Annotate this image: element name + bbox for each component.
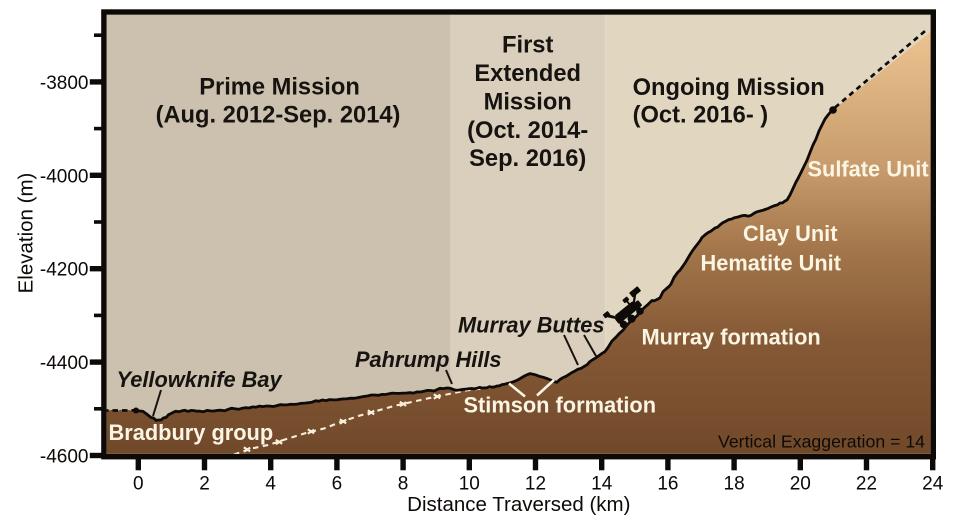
svg-text:Stimson formation: Stimson formation xyxy=(464,393,657,418)
svg-text:22: 22 xyxy=(856,473,877,494)
svg-text:Bradbury group: Bradbury group xyxy=(109,420,274,445)
svg-text:Murray Buttes: Murray Buttes xyxy=(458,313,605,338)
svg-text:Hematite Unit: Hematite Unit xyxy=(701,251,842,276)
svg-text:Sep. 2016): Sep. 2016) xyxy=(469,146,586,172)
svg-text:(Aug. 2012-Sep. 2014): (Aug. 2012-Sep. 2014) xyxy=(156,103,401,129)
svg-text:-4600: -4600 xyxy=(40,447,89,468)
svg-text:-3800: -3800 xyxy=(40,73,89,94)
svg-text:0: 0 xyxy=(133,473,144,494)
svg-text:6: 6 xyxy=(332,473,343,494)
svg-text:Vertical Exaggeration = 14: Vertical Exaggeration = 14 xyxy=(718,432,925,452)
svg-text:Prime Mission: Prime Mission xyxy=(199,75,360,101)
svg-text:Distance Traversed (km): Distance Traversed (km) xyxy=(407,493,630,516)
svg-text:Yellowknife Bay: Yellowknife Bay xyxy=(117,367,284,392)
svg-text:Mission: Mission xyxy=(484,89,572,115)
svg-text:Elevation (m): Elevation (m) xyxy=(15,173,38,294)
svg-text:-4200: -4200 xyxy=(40,260,89,281)
svg-text:Sulfate Unit: Sulfate Unit xyxy=(808,157,929,182)
svg-text:20: 20 xyxy=(790,473,811,494)
svg-text:2: 2 xyxy=(199,473,210,494)
svg-text:First: First xyxy=(502,33,553,59)
svg-text:16: 16 xyxy=(657,473,678,494)
svg-text:8: 8 xyxy=(398,473,409,494)
svg-text:Clay Unit: Clay Unit xyxy=(743,221,837,246)
svg-text:12: 12 xyxy=(525,473,546,494)
svg-text:-4000: -4000 xyxy=(40,166,89,187)
svg-text:Pahrump Hills: Pahrump Hills xyxy=(355,347,502,372)
svg-text:14: 14 xyxy=(591,473,613,494)
svg-text:(Oct. 2016- ): (Oct. 2016- ) xyxy=(633,103,769,129)
svg-text:4: 4 xyxy=(265,473,276,494)
svg-text:Ongoing Mission: Ongoing Mission xyxy=(633,75,825,101)
svg-text:18: 18 xyxy=(724,473,745,494)
svg-text:Murray formation: Murray formation xyxy=(642,325,821,350)
svg-text:24: 24 xyxy=(922,473,944,494)
svg-text:Extended: Extended xyxy=(474,61,581,87)
svg-text:-4400: -4400 xyxy=(40,353,89,374)
svg-text:10: 10 xyxy=(459,473,480,494)
svg-text:(Oct. 2014-: (Oct. 2014- xyxy=(467,118,588,144)
